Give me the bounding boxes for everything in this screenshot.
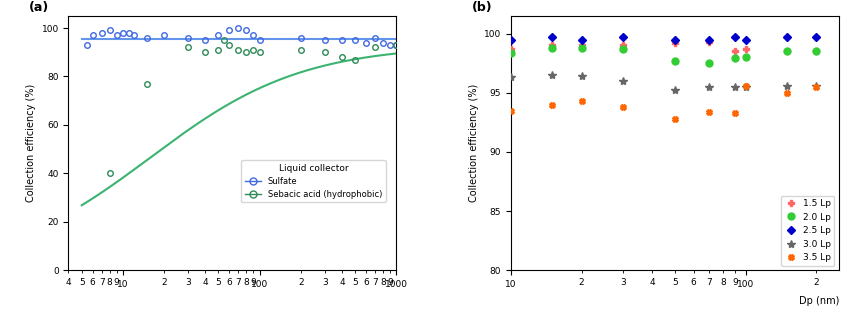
3.5 Lp: [618, 105, 628, 109]
2.0 Lp: [576, 46, 586, 50]
1.5 Lp: [547, 44, 557, 47]
2.0 Lp: [740, 55, 751, 59]
2.5 Lp: [740, 38, 751, 41]
2.0 Lp: [782, 50, 792, 53]
3.5 Lp: [811, 85, 821, 89]
3.5 Lp: [740, 84, 751, 88]
1.5 Lp: [782, 50, 792, 53]
1.5 Lp: [618, 44, 628, 47]
2.5 Lp: [618, 35, 628, 39]
1.5 Lp: [729, 50, 740, 53]
1.5 Lp: [670, 41, 681, 45]
1.5 Lp: [704, 40, 715, 44]
3.0 Lp: [740, 85, 751, 89]
2.5 Lp: [506, 38, 516, 41]
3.0 Lp: [506, 75, 516, 79]
3.5 Lp: [576, 99, 586, 103]
Line: 2.0 Lp: 2.0 Lp: [508, 45, 820, 67]
Legend: 1.5 Lp, 2.0 Lp, 2.5 Lp, 3.0 Lp, 3.5 Lp: 1.5 Lp, 2.0 Lp, 2.5 Lp, 3.0 Lp, 3.5 Lp: [781, 196, 835, 266]
3.0 Lp: [576, 74, 586, 78]
2.0 Lp: [704, 61, 715, 65]
2.0 Lp: [618, 47, 628, 51]
Text: Dp (nm): Dp (nm): [799, 296, 839, 306]
3.0 Lp: [782, 84, 792, 88]
3.0 Lp: [811, 84, 821, 88]
3.5 Lp: [704, 110, 715, 114]
2.5 Lp: [729, 35, 740, 39]
Line: 3.5 Lp: 3.5 Lp: [508, 83, 819, 121]
3.0 Lp: [670, 88, 681, 92]
Text: (a): (a): [29, 1, 50, 14]
3.0 Lp: [729, 85, 740, 89]
2.5 Lp: [704, 38, 715, 41]
2.0 Lp: [729, 57, 740, 60]
3.0 Lp: [618, 79, 628, 83]
2.5 Lp: [670, 38, 681, 41]
Y-axis label: Collection efficiency (%): Collection efficiency (%): [26, 84, 36, 202]
2.0 Lp: [670, 59, 681, 63]
3.5 Lp: [506, 109, 516, 113]
Text: (b): (b): [472, 1, 492, 14]
2.5 Lp: [576, 38, 586, 41]
2.5 Lp: [782, 35, 792, 39]
2.0 Lp: [506, 51, 516, 54]
Line: 3.0 Lp: 3.0 Lp: [507, 71, 820, 95]
2.0 Lp: [811, 50, 821, 53]
3.5 Lp: [670, 117, 681, 121]
3.5 Lp: [547, 103, 557, 107]
1.5 Lp: [740, 47, 751, 51]
2.5 Lp: [811, 35, 821, 39]
3.5 Lp: [782, 91, 792, 95]
Legend: Sulfate, Sebacic acid (hydrophobic): Sulfate, Sebacic acid (hydrophobic): [241, 160, 385, 202]
3.0 Lp: [704, 85, 715, 89]
2.0 Lp: [547, 46, 557, 50]
2.5 Lp: [547, 35, 557, 39]
3.5 Lp: [729, 111, 740, 115]
Y-axis label: Collection efficiency (%): Collection efficiency (%): [468, 84, 479, 202]
1.5 Lp: [506, 47, 516, 51]
Line: 1.5 Lp: 1.5 Lp: [508, 39, 819, 54]
1.5 Lp: [811, 50, 821, 53]
Line: 2.5 Lp: 2.5 Lp: [508, 34, 819, 42]
1.5 Lp: [576, 44, 586, 47]
3.0 Lp: [547, 73, 557, 77]
